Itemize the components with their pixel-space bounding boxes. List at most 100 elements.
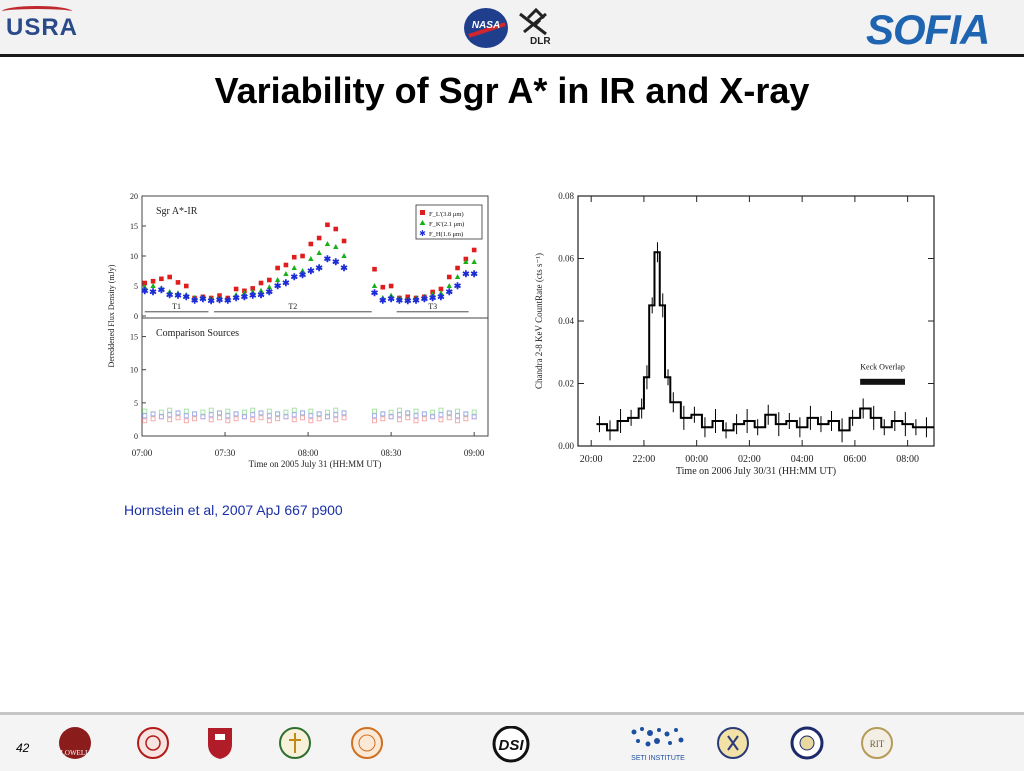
comparison-source-point — [455, 413, 461, 419]
ir-point-k-band — [225, 296, 231, 302]
university-shield-icon — [206, 726, 234, 760]
svg-text:SETI INSTITUTE: SETI INSTITUTE — [631, 755, 685, 762]
ir-point-l-band — [167, 274, 172, 280]
comparison-source-point — [405, 410, 411, 416]
ir-point-l-band — [341, 238, 347, 244]
keck-overlap-bar — [860, 378, 905, 385]
comparison-source-point — [438, 407, 444, 413]
comparison-source-point — [142, 408, 148, 414]
ir-point-k-band — [405, 296, 411, 302]
comparison-source-point — [455, 418, 461, 424]
ir-y-tick-label: 15 — [130, 333, 138, 342]
comparison-source-point — [372, 413, 377, 419]
comparison-source-point — [258, 410, 264, 416]
ir-point-k-band — [299, 268, 306, 273]
ir-point-h-band: ✱ — [207, 296, 215, 306]
xray-y-tick-label: 0.02 — [558, 379, 574, 389]
ir-y-tick-label: 15 — [130, 222, 138, 231]
comparison-source-point — [308, 418, 314, 424]
comparison-source-point — [316, 411, 322, 417]
ir-legend-box — [415, 204, 483, 240]
ir-point-l-band — [388, 283, 394, 289]
comparison-source-point — [446, 410, 452, 416]
ir-x-tick-label: 09:00 — [464, 448, 485, 458]
ir-point-h-band: ✱ — [324, 254, 332, 264]
comparison-source-point — [421, 416, 427, 422]
ir-x-tick-label: 08:30 — [381, 448, 402, 458]
xray-y-tick-label: 0.00 — [558, 441, 574, 451]
university-seal-icon — [790, 726, 824, 760]
xray-x-tick-label: 00:00 — [685, 454, 708, 465]
ir-point-h-band: ✱ — [396, 295, 404, 305]
slide-title: Variability of Sgr A* in IR and X-ray — [214, 70, 810, 111]
comparison-source-point — [308, 413, 314, 419]
comparison-source-point — [396, 417, 402, 423]
ir-point-l-band — [291, 254, 297, 260]
xray-x-tick-label: 20:00 — [580, 454, 603, 465]
ir-point-h-band: ✱ — [166, 290, 174, 300]
header-bar — [0, 0, 1024, 56]
xray-y-tick-label: 0.04 — [558, 316, 574, 326]
xray-countrate-line — [596, 251, 934, 432]
ir-point-l-band — [380, 284, 386, 290]
ir-point-k-band — [283, 271, 289, 276]
comparison-source-point — [405, 415, 411, 421]
comparison-source-point — [258, 415, 264, 421]
comparison-source-point — [241, 409, 247, 415]
comparison-source-point — [396, 412, 402, 418]
university-seal-icon — [278, 726, 312, 760]
ir-point-k-band — [308, 256, 314, 261]
ir-point-l-band — [283, 262, 289, 268]
ir-interval-label: T2 — [288, 302, 297, 311]
usra-logo: USRA — [2, 6, 78, 42]
comparison-source-point — [225, 413, 231, 419]
ir-point-k-band — [446, 283, 452, 288]
ir-point-k-band — [396, 295, 403, 300]
citation-text: Hornstein et al, 2007 ApJ 667 p900 — [124, 502, 343, 518]
xray-y-tick-label: 0.06 — [558, 254, 574, 264]
ir-chart-svg: 20 15 10 5 0 15 10 5 0 07:00 07:30 08:00 08:30 09:00 T… — [107, 192, 489, 469]
comparison-source-point — [300, 410, 305, 416]
ir-legend-label: F_L'(3.8 μm) — [429, 211, 464, 218]
ir-point-k-band — [371, 283, 378, 288]
ir-point-l-band — [463, 256, 469, 262]
comparison-source-point — [430, 414, 436, 420]
ir-point-k-band — [166, 289, 173, 294]
ir-point-k-band — [158, 285, 165, 291]
ir-point-l-band — [325, 222, 330, 228]
comparison-source-point — [142, 418, 148, 424]
ir-point-h-band: ✱ — [183, 292, 191, 302]
xray-y-tick-label: 0.08 — [558, 191, 574, 201]
ir-point-l-band — [159, 276, 164, 282]
ir-point-k-band — [291, 265, 297, 270]
comparison-source-point — [183, 413, 189, 419]
ir-x-tick-label: 07:30 — [215, 448, 236, 458]
comparison-source-point — [446, 415, 452, 421]
ir-point-k-band — [454, 274, 461, 279]
ir-point-k-band — [429, 291, 436, 297]
svg-text:LOWELL: LOWELL — [61, 749, 90, 757]
ir-lightcurve-chart: 20 15 10 5 0 15 10 5 0 07:00 07:30 08:00 08:30 09:00 T… — [104, 188, 494, 476]
ir-point-h-band: ✱ — [290, 272, 298, 282]
comparison-source-point — [438, 412, 444, 418]
ir-point-k-band — [250, 289, 256, 294]
ir-point-h-band: ✱ — [266, 287, 274, 297]
ir-point-h-band: ✱ — [158, 285, 166, 295]
ir-point-k-band — [191, 295, 198, 300]
ir-y-tick-label: 5 — [134, 282, 138, 291]
ir-point-h-band: ✱ — [387, 294, 395, 304]
lowell-logo-icon: LOWELL — [52, 726, 98, 760]
ir-point-k-band — [341, 253, 347, 258]
ir-point-k-band — [316, 250, 322, 255]
ir-point-k-band — [208, 295, 214, 301]
ir-point-h-band: ✱ — [412, 295, 420, 305]
ir-point-k-band — [183, 292, 189, 297]
ir-point-l-band — [183, 283, 189, 289]
comparison-source-point — [341, 415, 347, 421]
svg-text:RIT: RIT — [870, 739, 885, 749]
comparison-source-point — [421, 411, 427, 417]
comparison-source-point — [333, 412, 339, 418]
comparison-source-point — [275, 416, 281, 422]
ir-point-l-band — [142, 280, 148, 286]
comparison-source-point — [325, 414, 330, 420]
